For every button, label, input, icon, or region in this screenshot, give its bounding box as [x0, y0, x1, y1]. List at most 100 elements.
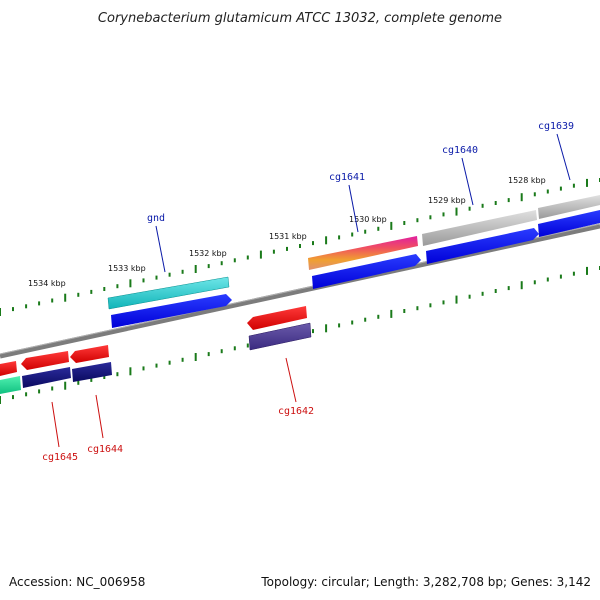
gene-label-cg1642: cg1642 [278, 406, 314, 417]
lower-tick [207, 352, 210, 357]
genome-backbone [0, 223, 600, 359]
gene-label-cg1640: cg1640 [442, 145, 478, 156]
upper-tick [429, 215, 432, 220]
lower-tick [455, 295, 458, 304]
upper-tick [299, 244, 301, 248]
upper-tick [507, 198, 510, 203]
upper-tick [38, 301, 41, 306]
leader-gnd [155, 225, 166, 273]
lower-tick [64, 381, 67, 390]
upper-tick [64, 293, 67, 302]
lower-tick [194, 353, 197, 361]
lower-tick [103, 375, 106, 379]
feature-purple-cg1642 [248, 322, 312, 351]
upper-tick [181, 269, 184, 274]
upper-tick [351, 232, 354, 237]
upper-tick [364, 229, 367, 234]
upper-tick [416, 218, 419, 223]
upper-tick [533, 192, 536, 197]
lower-tick [351, 320, 354, 325]
cds-cg1639-forward [538, 210, 600, 237]
upper-tick [325, 236, 328, 245]
gene-label-gnd: gnd [147, 213, 165, 224]
accession-text: Accession: NC_006958 [9, 575, 146, 589]
upper-tick [90, 289, 93, 294]
cds-cg1642-reverse [247, 306, 307, 330]
lower-tick [494, 289, 497, 293]
cds-cg1640-forward [426, 228, 539, 264]
lower-tick [0, 396, 1, 404]
upper-tick [12, 307, 14, 312]
upper-tick [312, 241, 314, 246]
lower-tick [220, 349, 223, 354]
feature-green-left-edge [0, 376, 21, 394]
lower-tick [25, 392, 28, 397]
tick-label-1532: 1532 kbp [189, 249, 227, 258]
leader-cg1639 [556, 133, 571, 181]
tick-label-1534: 1534 kbp [28, 279, 66, 288]
leader-cg1645 [51, 401, 60, 448]
upper-tick [520, 193, 523, 202]
lower-tick [520, 281, 523, 290]
tick-label-1529: 1529 kbp [428, 196, 466, 205]
cds-gnd-forward [111, 294, 232, 328]
lower-tick [51, 386, 54, 391]
upper-tick [116, 284, 119, 289]
gene-label-cg1644: cg1644 [87, 444, 123, 455]
upper-tick [25, 304, 28, 309]
upper-tick [207, 264, 210, 269]
lower-tick [77, 380, 80, 385]
gene-label-cg1641: cg1641 [329, 172, 365, 183]
upper-tick [168, 272, 171, 277]
lower-tick [142, 366, 145, 371]
lower-tick [312, 329, 314, 334]
leader-cg1644 [95, 394, 104, 439]
lower-tick [233, 346, 236, 351]
map-title: Corynebacterium glutamicum ATCC 13032, c… [98, 11, 502, 26]
cds-cg1641-forward [312, 254, 421, 289]
upper-tick [338, 235, 341, 240]
lower-tick [468, 294, 471, 299]
upper-tick [572, 183, 575, 188]
gene-label-cg1639: cg1639 [538, 121, 574, 132]
upper-tick [272, 249, 275, 254]
lower-tick [12, 395, 14, 400]
lower-tick [416, 306, 419, 311]
cds-cg1645-reverse [21, 351, 69, 370]
upper-tick [442, 212, 445, 217]
lower-tick [572, 271, 575, 276]
tick-label-1531: 1531 kbp [269, 232, 307, 241]
feature-gray-cg1640 [422, 210, 537, 246]
lower-tick [116, 372, 119, 377]
upper-tick [586, 178, 588, 187]
lower-tick [168, 360, 171, 365]
upper-tick [155, 275, 158, 280]
upper-tick [559, 186, 562, 191]
cds-left-edge-reverse [0, 361, 17, 376]
lower-tick [155, 363, 158, 368]
lower-tick [507, 286, 510, 291]
upper-tick [286, 246, 288, 251]
upper-tick-row [0, 178, 600, 316]
lower-tick [546, 277, 549, 282]
feature-rainbow-cg1641 [308, 236, 418, 270]
upper-tick [129, 279, 132, 288]
tick-label-1533: 1533 kbp [108, 264, 146, 273]
tick-label-1528: 1528 kbp [508, 176, 546, 185]
gene-label-cg1645: cg1645 [42, 452, 78, 463]
lower-tick [377, 314, 380, 319]
upper-tick [233, 258, 236, 263]
cds-cg1644-reverse [70, 345, 109, 363]
lower-tick [246, 343, 249, 348]
upper-tick [142, 278, 145, 283]
upper-tick [246, 255, 249, 260]
upper-tick [403, 221, 406, 225]
lower-tick [325, 324, 328, 333]
leader-cg1642 [285, 357, 297, 403]
lower-tick [181, 357, 184, 362]
feature-navy-cg1644 [72, 362, 112, 382]
lower-tick [90, 377, 93, 382]
tick-label-1530: 1530 kbp [349, 215, 387, 224]
lower-tick [338, 323, 341, 328]
